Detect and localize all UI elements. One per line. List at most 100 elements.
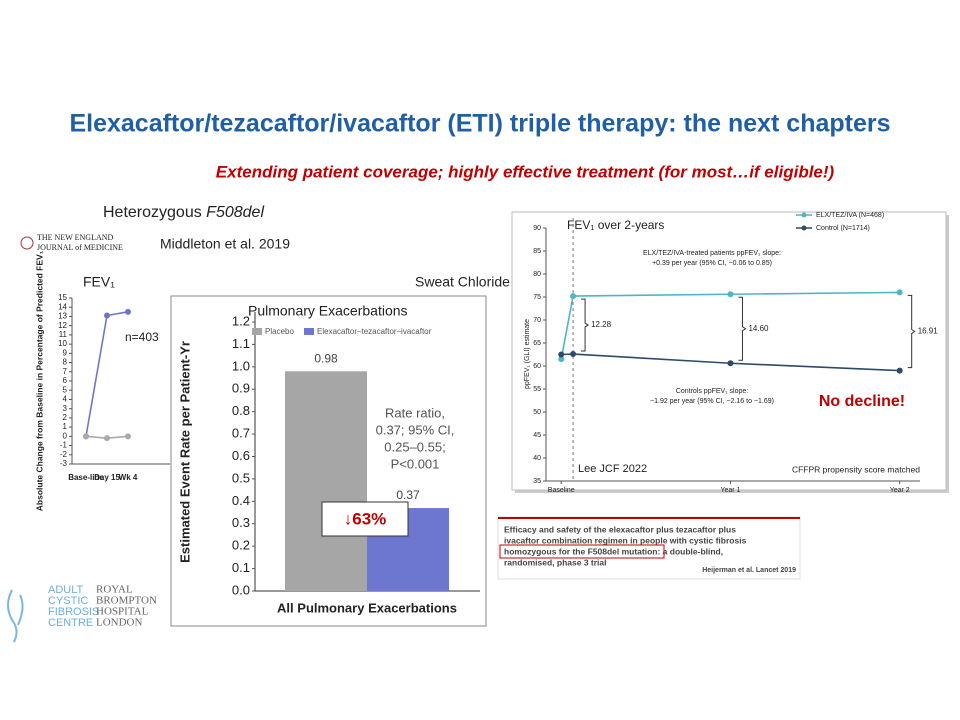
slope-text: ELX/TEZ/IVA-treated patients ppFEV₁ slop…	[643, 250, 781, 257]
chart-title: FEV₁ over 2-years	[567, 218, 664, 232]
chart-title: FEV₁	[83, 274, 115, 290]
callout: No decline!	[819, 393, 905, 410]
annotation: 0.37; 95% CI,	[376, 422, 455, 437]
slope-text: +0.39 per year (95% CI, −0.06 to 0.85)	[652, 260, 772, 267]
legend-swatch	[304, 328, 314, 335]
y-tick-label: 13	[58, 312, 67, 321]
bar	[285, 371, 367, 591]
y-tick-label: 90	[533, 225, 541, 232]
genotype: F508del	[206, 204, 264, 221]
annotation: Rate ratio,	[385, 405, 445, 420]
point	[83, 433, 89, 440]
y-tick-label: 14	[58, 302, 67, 311]
y-tick-label: 40	[533, 455, 541, 462]
subtitle: Extending patient coverage; highly effec…	[216, 162, 835, 181]
difference-label: 16.91	[918, 327, 939, 336]
two-year-chart: FEV₁ over 2-years ppFEV₁ (GLI) estimate …	[511, 211, 949, 494]
paper-title: ivacaftor combination regimen in people …	[504, 535, 747, 545]
difference-bracket	[581, 298, 589, 352]
y-tick-label: 12	[58, 321, 67, 330]
legend-label: Control (N=1714)	[816, 225, 870, 232]
y-tick-label: 0	[63, 431, 68, 440]
x-tick-label: Wk 4	[119, 473, 138, 482]
x-tick-label: Baseline	[548, 487, 575, 494]
slope-text: −1.92 per year (95% CI, −2.16 to −1.69)	[650, 398, 774, 405]
y-tick-label: 6	[63, 376, 68, 385]
y-axis-label: ppFEV₁ (GLI) estimate	[524, 319, 531, 389]
paper-title: homozygous for the F508del mutation: a d…	[504, 546, 723, 556]
logo-text: BROMPTON	[96, 595, 157, 607]
paper-card: Efficacy and safety of the elexacaftor p…	[497, 516, 801, 580]
y-tick-label: 3	[63, 404, 68, 413]
point	[125, 433, 131, 440]
highlight	[499, 544, 665, 559]
difference-bracket	[907, 294, 916, 369]
x-tick-label: All Pulmonary Exacerbations	[277, 600, 457, 615]
y-tick-label: 45	[533, 432, 541, 439]
y-axis-label: Estimated Event Rate per Patient-Yr	[177, 341, 192, 563]
y-tick-label: 0.2	[232, 538, 250, 553]
y-tick-label: 1.0	[232, 358, 250, 373]
sweat-chloride-label: Sweat Chloride	[415, 274, 510, 290]
y-tick-label: 0.8	[232, 403, 250, 418]
x-tick-label: Base-line	[68, 473, 104, 482]
y-tick-label: 0.9	[232, 381, 250, 396]
slope-text: Controls ppFEV₁ slope:	[676, 388, 748, 395]
difference-label: 12.28	[591, 320, 612, 329]
y-tick-label: 8	[63, 358, 68, 367]
logo-text: ADULT	[48, 584, 84, 596]
legend-swatch	[252, 328, 262, 335]
y-tick-label: 0.6	[232, 448, 250, 463]
logo-text: HOSPITAL	[96, 606, 149, 618]
y-tick-label: 65	[533, 340, 541, 347]
callout-box	[321, 501, 409, 537]
y-tick-label: 0.0	[232, 582, 250, 597]
y-tick-label: 0.4	[232, 493, 250, 508]
y-tick-label: -3	[60, 459, 68, 468]
y-tick-label: 11	[59, 330, 68, 339]
series-line	[561, 353, 900, 372]
chart-title: Pulmonary Exacerbations	[248, 303, 408, 319]
logo-text: ROYAL	[96, 584, 133, 596]
point	[896, 367, 903, 374]
logo-mark	[7, 589, 24, 643]
journal-name: JOURNAL of MEDICINE	[37, 243, 123, 252]
y-tick-label: 9	[63, 348, 68, 357]
y-tick-label: 60	[533, 363, 541, 370]
y-tick-label: -1	[60, 441, 68, 450]
exacerbation-chart: Pulmonary Exacerbations Estimated Event …	[170, 295, 487, 627]
y-tick-label: 55	[533, 386, 541, 393]
x-tick-label: Year 1	[720, 487, 740, 494]
y-tick-label: 0.7	[232, 426, 250, 441]
point	[727, 291, 734, 298]
logo: ADULT CYSTIC FIBROSIS CENTRE ROYAL BROMP…	[7, 584, 157, 643]
point	[570, 293, 577, 300]
point	[558, 356, 565, 363]
y-tick-label: 1.1	[232, 336, 250, 351]
paper-title: Efficacy and safety of the elexacaftor p…	[504, 524, 736, 534]
y-tick-label: 50	[533, 409, 541, 416]
y-tick-label: 10	[58, 339, 67, 348]
point	[558, 351, 565, 358]
y-tick-label: -2	[60, 450, 68, 459]
y-tick-label: 0.3	[232, 515, 250, 530]
y-tick-label: 2	[63, 413, 68, 422]
logo-text: FIBROSIS	[48, 606, 99, 618]
legend-label: Placebo	[265, 327, 294, 336]
point	[727, 360, 734, 367]
value-label: 0.98	[314, 351, 338, 365]
series-line	[560, 291, 900, 360]
point	[570, 351, 577, 358]
y-tick-label: 4	[63, 395, 68, 404]
x-tick-label: Year 2	[890, 487, 910, 494]
point	[896, 289, 903, 296]
journal-seal	[20, 236, 34, 250]
fev1-chart: FEV₁ n=403 Absolute Change from Baseline…	[34, 250, 170, 511]
difference-bracket	[738, 296, 747, 361]
y-tick-label: 0.5	[232, 470, 250, 485]
x-tick-label: Day 15	[94, 473, 120, 482]
journal-name: THE NEW ENGLAND	[37, 233, 114, 242]
y-tick-label: 75	[533, 294, 541, 301]
y-tick-label: 5	[63, 385, 68, 394]
